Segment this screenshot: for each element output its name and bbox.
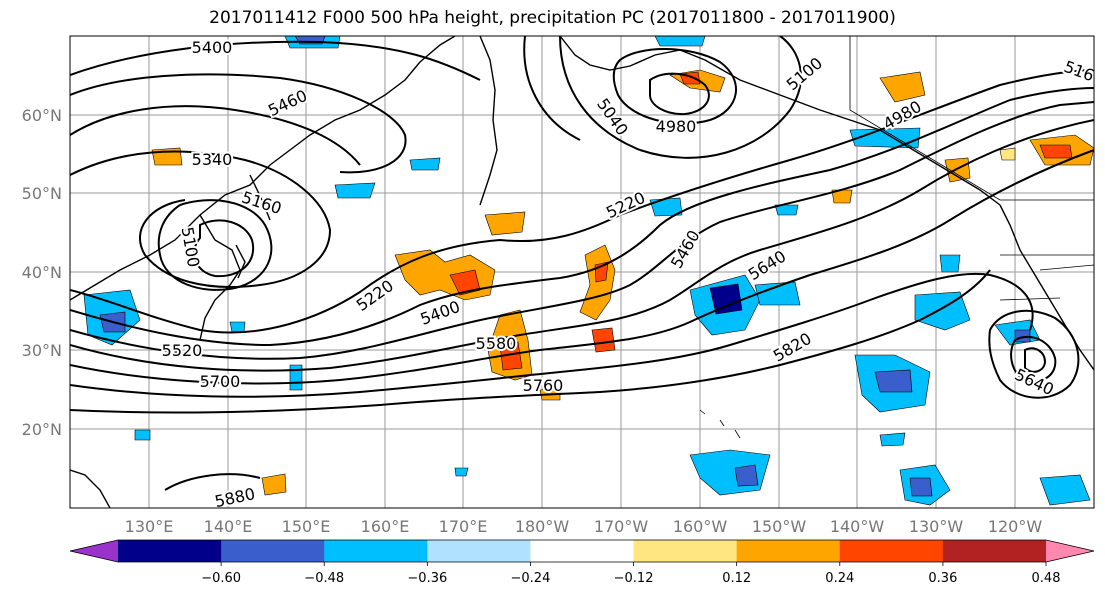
lat-tick-label: 50°N bbox=[22, 184, 62, 203]
lat-tick-label: 20°N bbox=[22, 420, 62, 439]
lon-tick-label: 180°W bbox=[515, 517, 570, 536]
lon-tick-label: 120°W bbox=[988, 517, 1043, 536]
colorbar-tick-label: −0.12 bbox=[614, 571, 654, 586]
colorbar-segment bbox=[324, 540, 428, 562]
height-contours bbox=[70, 36, 1094, 491]
lat-tick-label: 60°N bbox=[22, 106, 62, 125]
colorbar-segment bbox=[118, 540, 222, 562]
lon-tick-label: 140°E bbox=[204, 517, 253, 536]
colorbar-tick-label: 0.24 bbox=[825, 571, 854, 586]
precip-negative bbox=[83, 36, 1091, 506]
graticule bbox=[70, 36, 1094, 508]
contour-label: 5520 bbox=[162, 341, 203, 360]
lat-tick-label: 30°N bbox=[22, 341, 62, 360]
lat-tick-label: 40°N bbox=[22, 263, 62, 282]
contour-label: 5580 bbox=[476, 334, 517, 353]
map-title: 2017011412 F000 500 hPa height, precipit… bbox=[209, 8, 896, 28]
contour-label: 4980 bbox=[656, 117, 697, 136]
colorbar-segment bbox=[736, 540, 841, 562]
colorbar-segment bbox=[427, 540, 531, 562]
colorbar-tick-label: −0.24 bbox=[511, 571, 551, 586]
colorbar-segment bbox=[221, 540, 325, 562]
borders bbox=[699, 36, 1094, 439]
colorbar-tick-label: −0.60 bbox=[201, 571, 241, 586]
colorbar-segment bbox=[839, 540, 944, 562]
lon-tick-label: 130°W bbox=[909, 517, 964, 536]
colorbar-segment bbox=[633, 540, 738, 562]
colorbar-segment bbox=[942, 540, 1047, 562]
coastlines bbox=[70, 36, 1094, 508]
lon-axis: 130°E 140°E 150°E 160°E 170°E 180°W 170°… bbox=[125, 517, 1043, 536]
colorbar-tick-label: 0.12 bbox=[722, 571, 751, 586]
map-frame bbox=[69, 35, 1095, 509]
colorbar-extend-low bbox=[70, 540, 118, 562]
contour-label: 5700 bbox=[200, 372, 241, 391]
colorbar-segment bbox=[530, 540, 635, 562]
lon-tick-label: 170°W bbox=[594, 517, 649, 536]
contour-label: 5760 bbox=[523, 376, 564, 395]
colorbar-tick-label: −0.36 bbox=[407, 571, 447, 586]
colorbar-tick-label: 0.48 bbox=[1032, 571, 1061, 586]
lon-tick-label: 150°E bbox=[282, 517, 331, 536]
colorbar-extend-high bbox=[1046, 540, 1094, 562]
colorbar-tick-label: −0.48 bbox=[304, 571, 344, 586]
colorbar: −0.60 −0.48 −0.36 −0.24 −0.12 0.12 0.24 0.36 0.4… bbox=[69, 539, 1095, 586]
lon-tick-label: 160°W bbox=[673, 517, 728, 536]
contour-label: 5340 bbox=[192, 150, 233, 169]
colorbar-outline bbox=[69, 539, 1095, 563]
lon-tick-label: 170°E bbox=[439, 517, 488, 536]
lon-tick-label: 160°E bbox=[361, 517, 410, 536]
colorbar-tick-label: 0.36 bbox=[928, 571, 957, 586]
lon-tick-label: 140°W bbox=[830, 517, 885, 536]
contour-label: 5400 bbox=[192, 38, 233, 57]
lat-axis: 20°N 30°N 40°N 50°N 60°N bbox=[22, 106, 62, 439]
lon-tick-label: 130°E bbox=[125, 517, 174, 536]
lon-tick-label: 150°W bbox=[752, 517, 807, 536]
